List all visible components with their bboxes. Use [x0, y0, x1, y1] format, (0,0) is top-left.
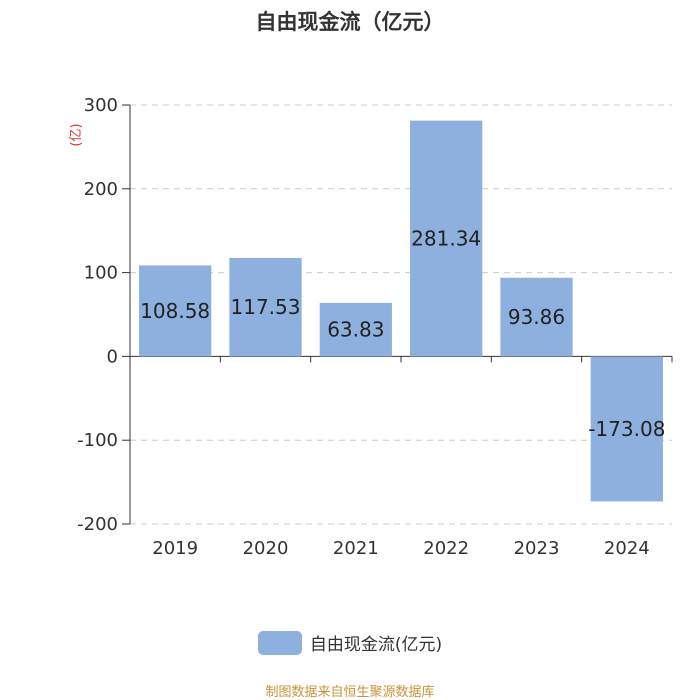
y-tick-label: -200 [77, 514, 118, 535]
x-tick-label: 2021 [333, 538, 379, 559]
data-labels: 108.58 117.53 63.83 281.34 93.86 -173.08 [140, 227, 665, 441]
y-tick-label: 300 [84, 95, 118, 116]
legend-label: 自由现金流(亿元) [309, 635, 443, 655]
data-label: 108.58 [140, 299, 210, 323]
bar [590, 356, 663, 502]
bar [229, 257, 302, 357]
grid-lines [130, 104, 672, 525]
chart-title: 自由现金流（亿元） [255, 10, 445, 34]
bar [410, 120, 483, 357]
bar [139, 265, 212, 357]
legend[interactable]: 自由现金流(亿元) [0, 630, 700, 655]
bars [139, 120, 663, 502]
y-tick-label: -100 [77, 430, 118, 451]
legend-swatch [257, 630, 302, 655]
y-axis-unit: (亿) [69, 123, 84, 146]
x-axis: 2019 2020 2021 2022 2023 2024 [129, 355, 673, 559]
data-label: -173.08 [588, 417, 665, 441]
data-label: 63.83 [327, 318, 384, 342]
y-tick-label: 200 [84, 179, 118, 200]
bar [319, 302, 392, 357]
data-label: 281.34 [411, 227, 481, 251]
y-axis: 300 200 100 0 -100 -200 [77, 95, 131, 535]
data-label: 117.53 [231, 295, 301, 319]
y-tick-label: 100 [84, 263, 118, 284]
x-tick-label: 2022 [423, 538, 469, 559]
x-tick-label: 2020 [243, 538, 289, 559]
data-label: 93.86 [508, 305, 565, 329]
source-note: 制图数据来自恒生聚源数据库 [265, 685, 435, 700]
x-tick-label: 2023 [514, 538, 560, 559]
x-tick-label: 2019 [152, 538, 198, 559]
y-tick-label: 0 [107, 346, 118, 367]
x-tick-label: 2024 [604, 538, 650, 559]
bar [500, 277, 573, 357]
